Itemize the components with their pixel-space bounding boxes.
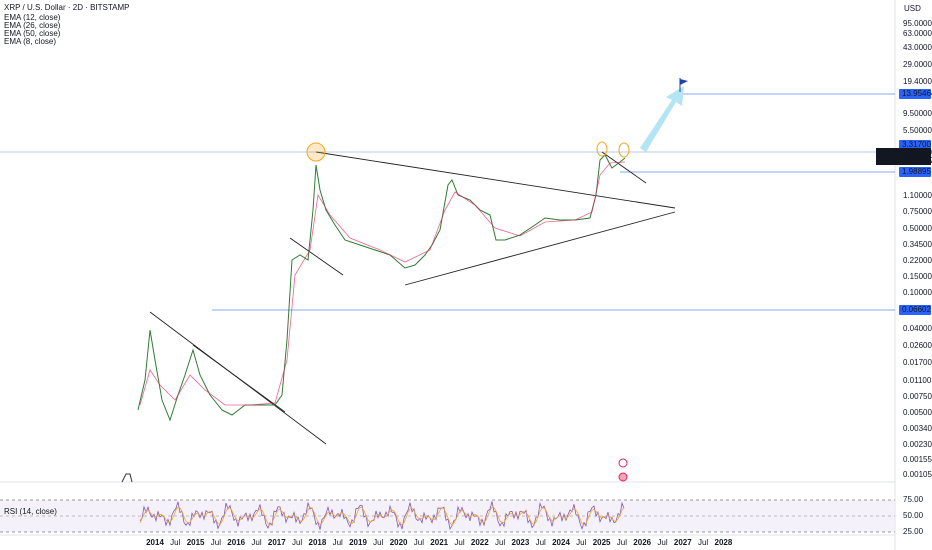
- price-line: [137, 154, 626, 422]
- price-tick-label: 0.00500: [903, 408, 932, 417]
- time-label: Jul: [251, 538, 261, 547]
- rsi-label: RSI (14, close): [4, 507, 57, 516]
- highlight-circle: [596, 141, 608, 157]
- time-label: Jul: [617, 538, 627, 547]
- level-label-box: [899, 305, 931, 315]
- currency: USD: [904, 4, 921, 13]
- ema-line: [139, 161, 626, 406]
- level-label: 3.31700: [902, 140, 931, 149]
- price-tick-label: 1.10000: [903, 191, 932, 200]
- price-tick-label: 0.01100: [903, 376, 932, 385]
- price-tick-label: 0.02600: [903, 341, 932, 350]
- time-label: 2023: [512, 538, 530, 547]
- level-label-box: [899, 140, 931, 150]
- time-label: Jul: [373, 538, 383, 547]
- time-label: Jul: [657, 538, 667, 547]
- rsi-tick-label: 25.00: [903, 527, 924, 536]
- level-label-box: [899, 89, 931, 99]
- indicator-label: EMA (12, close): [4, 13, 61, 22]
- time-label: Jul: [698, 538, 708, 547]
- level-label: 0.06602: [902, 305, 931, 314]
- price-tick-label: 5.50000: [903, 126, 932, 135]
- time-label: 2026: [633, 538, 651, 547]
- time-label: Jul: [495, 538, 505, 547]
- trend-line: [404, 211, 676, 286]
- price-tick-label: 9.50000: [903, 109, 932, 118]
- price-tick-label: 0.50000: [903, 224, 932, 233]
- last-price: 3.17780: [903, 148, 932, 157]
- price-tick-label: 0.04000: [903, 324, 932, 333]
- time-label: 2018: [309, 538, 327, 547]
- price-tick-label: 0.22000: [903, 256, 932, 265]
- time-label: Jul: [414, 538, 424, 547]
- trend-line: [192, 344, 286, 413]
- rsi-avg-line: [139, 506, 625, 526]
- level-label: 1.98895: [902, 167, 931, 176]
- level-label-box: [899, 167, 931, 177]
- time-label: Jul: [576, 538, 586, 547]
- rsi-line: [139, 501, 625, 530]
- time-label: 2025: [593, 538, 611, 547]
- time-label: 2016: [227, 538, 245, 547]
- event-icon: [618, 458, 628, 468]
- time-label: 2017: [268, 538, 286, 547]
- event-icon: [618, 472, 628, 482]
- time-label: Jul: [333, 538, 343, 547]
- level-lines: [0, 93, 895, 311]
- last-price-symbol: XRPUSD: [878, 148, 912, 157]
- time-label: 2020: [390, 538, 408, 547]
- time-label: 2022: [471, 538, 489, 547]
- time-label: 2021: [430, 538, 448, 547]
- indicator-label: EMA (8, close): [4, 37, 56, 46]
- trend-line: [315, 151, 676, 209]
- price-tick-label: 0.00230: [903, 440, 932, 449]
- rsi-tick-label: 50.00: [903, 511, 924, 520]
- price-tick-label: 0.34500: [903, 240, 932, 249]
- time-label: Jul: [536, 538, 546, 547]
- projection-arrow: [640, 86, 684, 152]
- indicator-label: EMA (26, close): [4, 21, 61, 30]
- time-label: Jul: [170, 538, 180, 547]
- time-label: 2027: [674, 538, 692, 547]
- time-label: 2024: [552, 538, 570, 547]
- target-flag: [679, 78, 688, 92]
- price-tick-label: 0.00750: [903, 392, 932, 401]
- trend-line: [601, 151, 647, 184]
- rsi-tick-label: 75.00: [903, 495, 924, 504]
- time-label: 2019: [349, 538, 367, 547]
- logo: [121, 473, 133, 483]
- price-tick-label: 0.00340: [903, 424, 932, 433]
- highlights: [306, 141, 630, 162]
- level-label: 13.95464: [902, 89, 932, 98]
- price-tick-label: 0.01700: [903, 358, 932, 367]
- symbol-title: XRP / U.S. Dollar · 2D · BITSTAMP: [4, 3, 130, 12]
- time-label: 2014: [146, 538, 164, 547]
- last-price-box: [876, 148, 931, 165]
- trend-lines: [149, 151, 676, 445]
- price-tick-label: 0.00105: [903, 470, 932, 479]
- highlight-circle: [306, 142, 326, 162]
- time-label: Jul: [454, 538, 464, 547]
- time-label: 2015: [187, 538, 205, 547]
- price-tick-label: 0.10000: [903, 288, 932, 297]
- indicator-label: EMA (50, close): [4, 29, 61, 38]
- time-label: Jul: [292, 538, 302, 547]
- price-tick-label: 0.15000: [903, 272, 932, 281]
- time-label: Jul: [211, 538, 221, 547]
- highlight-circle: [618, 142, 630, 158]
- price-tick-label: 0.75000: [903, 207, 932, 216]
- price-tick-label: 0.00155: [903, 455, 932, 464]
- trend-line: [289, 237, 344, 276]
- countdown: 03:50:27: [903, 156, 932, 165]
- time-label: 2028: [715, 538, 733, 547]
